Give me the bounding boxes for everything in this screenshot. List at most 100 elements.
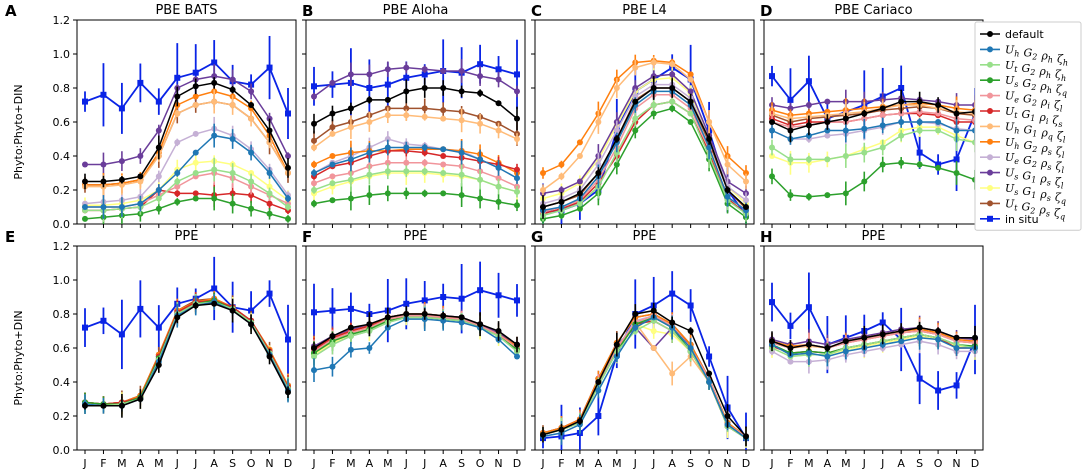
data-point: [440, 107, 447, 114]
data-point: [329, 180, 336, 187]
data-point: [421, 66, 428, 73]
data-point: [632, 64, 639, 71]
data-point: [898, 338, 905, 345]
axes-frame: [763, 19, 984, 225]
data-point: [366, 321, 373, 328]
data-point: [898, 159, 905, 166]
series-line: [313, 87, 518, 125]
data-point: [916, 149, 923, 156]
series-line: [85, 100, 289, 188]
panel-letter: G: [531, 228, 543, 246]
data-point: [916, 108, 923, 115]
data-point: [403, 190, 410, 197]
series-line: [771, 301, 976, 392]
data-point: [229, 170, 236, 176]
data-point: [347, 195, 354, 202]
data-point: [514, 115, 520, 122]
data-point: [650, 85, 657, 91]
data-point: [743, 204, 749, 210]
data-point: [514, 297, 520, 304]
data-point: [82, 204, 88, 210]
series-line: [313, 170, 518, 193]
data-point: [421, 159, 428, 166]
data-point: [366, 85, 373, 91]
x-tick-label: O: [247, 457, 256, 470]
data-point: [366, 71, 373, 78]
data-point: [311, 187, 317, 193]
data-point: [805, 193, 812, 200]
data-point: [347, 105, 354, 112]
data-point: [311, 367, 317, 374]
data-point: [935, 336, 942, 343]
data-point: [458, 88, 465, 95]
data-point: [787, 358, 794, 365]
data-point: [229, 136, 236, 142]
y-tick-label: 0.4: [53, 150, 71, 163]
data-point: [495, 175, 502, 182]
data-point: [403, 311, 410, 317]
data-point: [440, 146, 447, 153]
data-point: [824, 192, 831, 199]
legend-item-p3: Us G2 ρh ζq: [980, 74, 1067, 98]
data-point: [613, 149, 620, 156]
series-line: [313, 314, 518, 351]
data-point: [137, 173, 144, 180]
data-point: [347, 333, 354, 340]
series-line: [771, 129, 976, 161]
data-point: [477, 90, 484, 97]
data-point: [347, 305, 354, 312]
data-point: [229, 190, 236, 197]
x-tick-label: F: [558, 457, 564, 470]
y-tick-label: 1.0: [53, 48, 71, 61]
series-line: [313, 138, 518, 179]
data-point: [192, 170, 199, 176]
series-line: [542, 100, 747, 217]
data-point: [687, 119, 694, 125]
data-point: [192, 130, 199, 137]
axes-frame: [305, 245, 526, 451]
panel-title: PBE Aloha: [383, 3, 449, 18]
data-point: [248, 88, 255, 95]
x-tick-label: S: [916, 457, 923, 470]
data-point: [495, 76, 502, 83]
series-p1: [311, 307, 520, 382]
data-point: [118, 158, 125, 165]
y-tick-label: 0.0: [53, 444, 71, 457]
series-p1: [82, 123, 291, 219]
data-point: [82, 215, 88, 222]
data-point: [687, 302, 694, 309]
data-point: [266, 290, 273, 297]
data-point: [329, 153, 336, 159]
data-point: [805, 78, 812, 85]
data-point: [879, 319, 886, 326]
series-line: [84, 197, 289, 220]
data-point: [266, 210, 273, 217]
legend-label: Us G1 ρs ζq: [1005, 182, 1066, 206]
data-point: [229, 307, 236, 314]
x-tick-label: J: [311, 457, 315, 470]
data-point: [495, 198, 502, 205]
data-point: [384, 159, 391, 166]
series-line: [542, 87, 747, 208]
data-point: [285, 195, 291, 202]
data-point: [192, 102, 199, 108]
data-point: [613, 161, 620, 168]
y-tick-label: 0.8: [53, 82, 71, 95]
data-point: [842, 127, 849, 134]
data-point: [266, 127, 273, 134]
series-line: [542, 73, 747, 195]
series-line: [542, 107, 747, 220]
data-point: [861, 334, 868, 341]
series-default: [311, 306, 520, 354]
x-tick-label: D: [971, 457, 979, 470]
data-point: [155, 362, 162, 368]
data-point: [440, 115, 447, 122]
data-point: [285, 164, 291, 171]
data-point: [558, 212, 565, 219]
panel-d: PBE Cariaco D: [760, 2, 984, 228]
x-tick-label: J: [769, 457, 773, 470]
data-point: [787, 105, 794, 112]
data-point: [935, 102, 942, 108]
data-point: [824, 156, 831, 163]
